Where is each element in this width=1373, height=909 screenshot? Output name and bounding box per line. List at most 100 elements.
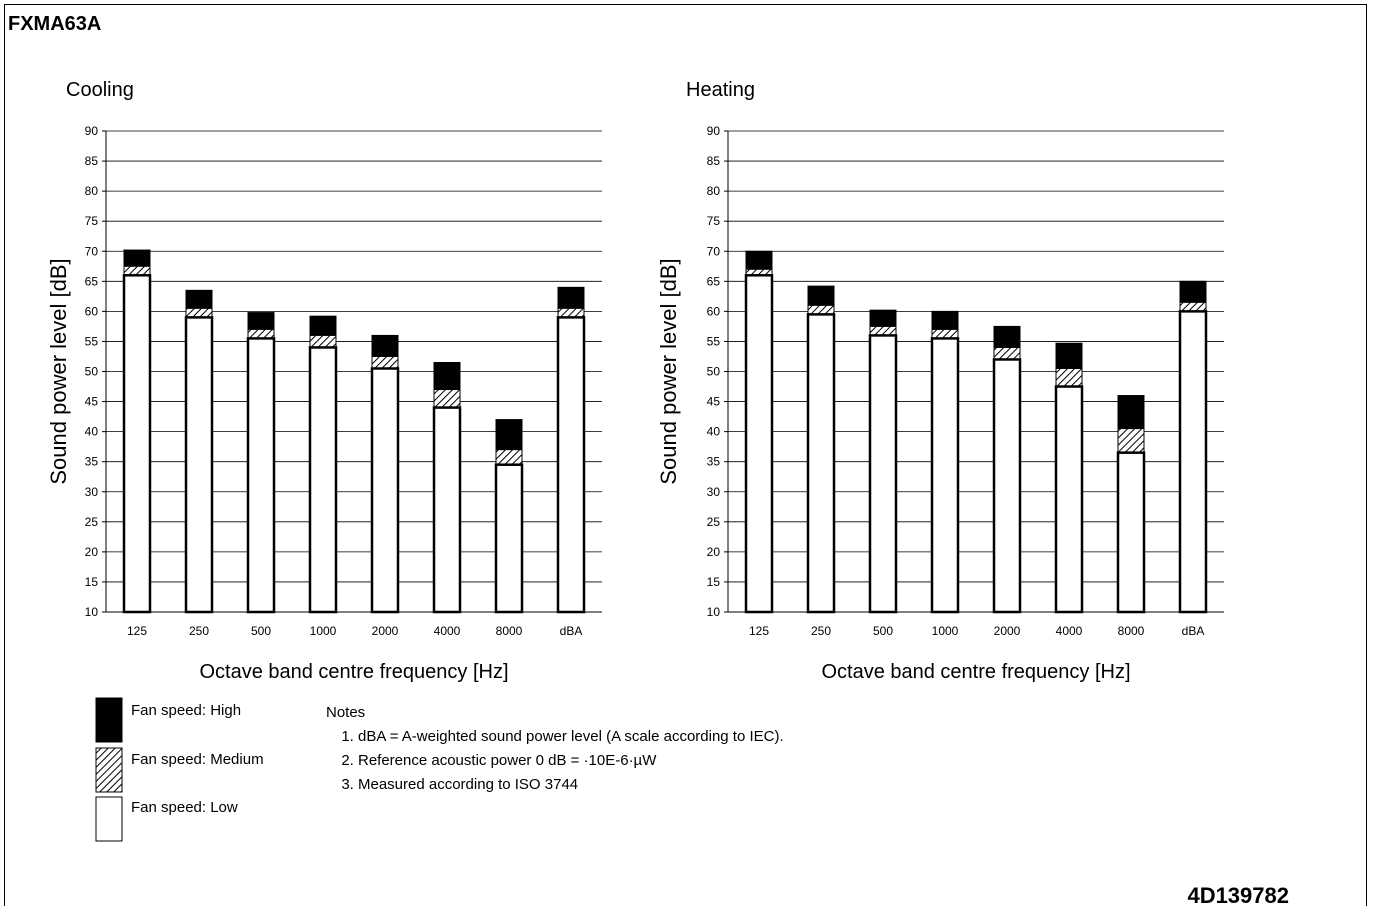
- chart-1-bar-medium-4000: [1055, 367, 1083, 388]
- chart-1-y-tick-label: 40: [707, 425, 721, 439]
- chart-0-bar-high-8000: [495, 419, 523, 451]
- chart-1-bar-low-500: [868, 334, 898, 614]
- chart-1-y-tick-label: 90: [707, 124, 721, 138]
- chart-0-bar-low-8000: [494, 463, 524, 614]
- chart-0-x-tick-label: 8000: [496, 624, 523, 638]
- chart-1-bar-low-2000: [992, 358, 1022, 614]
- chart-0-bar-low-4000: [432, 406, 462, 614]
- notes-title: Notes: [326, 704, 366, 721]
- chart-0-y-tick-label: 50: [85, 365, 99, 379]
- chart-1-y-tick-label: 80: [707, 184, 721, 198]
- chart-0-bar-low-250: [184, 316, 214, 614]
- chart-1-bar-high-125: [745, 250, 773, 270]
- chart-0-x-tick-label: 250: [189, 624, 209, 638]
- chart-1-y-tick-label: 55: [707, 334, 721, 348]
- chart-0-x-tick-label: 500: [251, 624, 271, 638]
- chart-1-x-tick-label: 1000: [932, 624, 959, 638]
- chart-0-y-tick-label: 80: [85, 184, 99, 198]
- chart-0-bar-low-2000: [370, 367, 400, 614]
- chart-1-bar-high-250: [807, 285, 835, 306]
- chart-1-y-tick-label: 35: [707, 455, 721, 469]
- chart-0-title: Cooling: [66, 79, 134, 101]
- chart-1-y-tick-label: 10: [707, 605, 721, 619]
- notes-block: Notes dBA = A-weighted sound power level…: [326, 701, 784, 797]
- chart-1-bar-low-dBA: [1178, 310, 1208, 614]
- chart-1-y-tick-label: 60: [707, 304, 721, 318]
- chart-0-bar-low-125: [122, 274, 152, 614]
- chart-0-bar-medium-125: [123, 265, 151, 276]
- chart-1-title: Heating: [686, 79, 755, 101]
- chart-1-y-tick-label: 20: [707, 545, 721, 559]
- chart-0-x-tick-label: 2000: [372, 624, 399, 638]
- chart-0-y-tick-label: 45: [85, 395, 99, 409]
- chart-1-bar-high-500: [869, 309, 897, 327]
- chart-0-y-tick-label: 20: [85, 545, 99, 559]
- model-name: FXMA63A: [8, 13, 102, 35]
- chart-0-x-tick-label: 1000: [310, 624, 337, 638]
- chart-1-y-tick-label: 15: [707, 575, 721, 589]
- chart-1-bar-high-2000: [993, 325, 1021, 348]
- chart-0-y-tick-label: 15: [85, 575, 99, 589]
- chart-0-bar-high-2000: [371, 334, 399, 357]
- chart-1-y-tick-label: 75: [707, 214, 721, 228]
- chart-1-y-tick-label: 50: [707, 365, 721, 379]
- chart-0-bar-medium-500: [247, 328, 275, 339]
- chart-1-x-tick-label: 125: [749, 624, 769, 638]
- chart-1-y-tick-label: 85: [707, 154, 721, 168]
- chart-1-bar-low-1000: [930, 337, 960, 614]
- chart-1-bar-high-4000: [1055, 342, 1083, 369]
- chart-0-y-tick-label: 85: [85, 154, 99, 168]
- chart-0-bar-high-4000: [433, 361, 461, 391]
- chart-0-bar-medium-8000: [495, 449, 523, 466]
- chart-1-x-tick-label: 500: [873, 624, 893, 638]
- chart-0-bar-high-1000: [309, 315, 337, 336]
- chart-1-y-tick-label: 65: [707, 274, 721, 288]
- chart-1-y-tick-label: 25: [707, 515, 721, 529]
- chart-1-x-tick-label: 8000: [1118, 624, 1145, 638]
- chart-1-bar-medium-8000: [1117, 428, 1145, 454]
- chart-0-bar-high-250: [185, 289, 213, 309]
- chart-1-x-tick-label: dBA: [1182, 624, 1205, 638]
- document-id: 4D139782: [1187, 883, 1289, 908]
- chart-0-y-tick-label: 40: [85, 425, 99, 439]
- chart-0-y-tick-label: 75: [85, 214, 99, 228]
- chart-1-x-tick-label: 2000: [994, 624, 1021, 638]
- chart-1-bar-low-250: [806, 313, 836, 614]
- note-item: Measured according to ISO 3744: [358, 773, 784, 797]
- chart-0-y-tick-label: 35: [85, 455, 99, 469]
- chart-1-bar-medium-1000: [931, 328, 959, 339]
- chart-1-bar-low-4000: [1054, 385, 1084, 614]
- chart-1-bar-medium-dBA: [1179, 301, 1207, 312]
- legend-label-high: Fan speed: High: [131, 702, 242, 719]
- chart-1-y-axis-label: Sound power level [dB]: [656, 258, 681, 484]
- chart-0-bar-low-dBA: [556, 316, 586, 614]
- chart-0-y-tick-label: 55: [85, 334, 99, 348]
- legend-label-low: Fan speed: Low: [131, 799, 238, 816]
- note-item: dBA = A-weighted sound power level (A sc…: [358, 725, 784, 749]
- chart-0-x-tick-label: dBA: [560, 624, 583, 638]
- chart-0-bar-medium-4000: [433, 389, 461, 409]
- chart-1-bar-medium-500: [869, 325, 897, 336]
- chart-0-bar-medium-250: [185, 307, 213, 318]
- chart-0-x-axis-label: Octave band centre frequency [Hz]: [199, 661, 508, 683]
- page-frame: [4, 4, 1367, 906]
- legend-label-medium: Fan speed: Medium: [131, 751, 264, 768]
- chart-1-bar-medium-2000: [993, 346, 1021, 360]
- chart-0-bar-high-500: [247, 312, 275, 330]
- chart-1-x-tick-label: 250: [811, 624, 831, 638]
- chart-1-bar-low-8000: [1116, 451, 1146, 614]
- chart-1-x-axis-label: Octave band centre frequency [Hz]: [821, 661, 1130, 683]
- chart-1-y-tick-label: 45: [707, 395, 721, 409]
- chart-0-bar-low-500: [246, 337, 276, 614]
- chart-1-bar-high-1000: [931, 310, 959, 330]
- chart-0-bar-high-dBA: [557, 286, 585, 309]
- chart-0-y-tick-label: 30: [85, 485, 99, 499]
- chart-1-bar-low-125: [744, 274, 774, 614]
- chart-0-y-tick-label: 10: [85, 605, 99, 619]
- chart-0-bar-medium-2000: [371, 355, 399, 369]
- chart-1-y-tick-label: 70: [707, 244, 721, 258]
- chart-1-y-tick-label: 30: [707, 485, 721, 499]
- chart-0-bar-low-1000: [308, 346, 338, 614]
- chart-1-x-tick-label: 4000: [1056, 624, 1083, 638]
